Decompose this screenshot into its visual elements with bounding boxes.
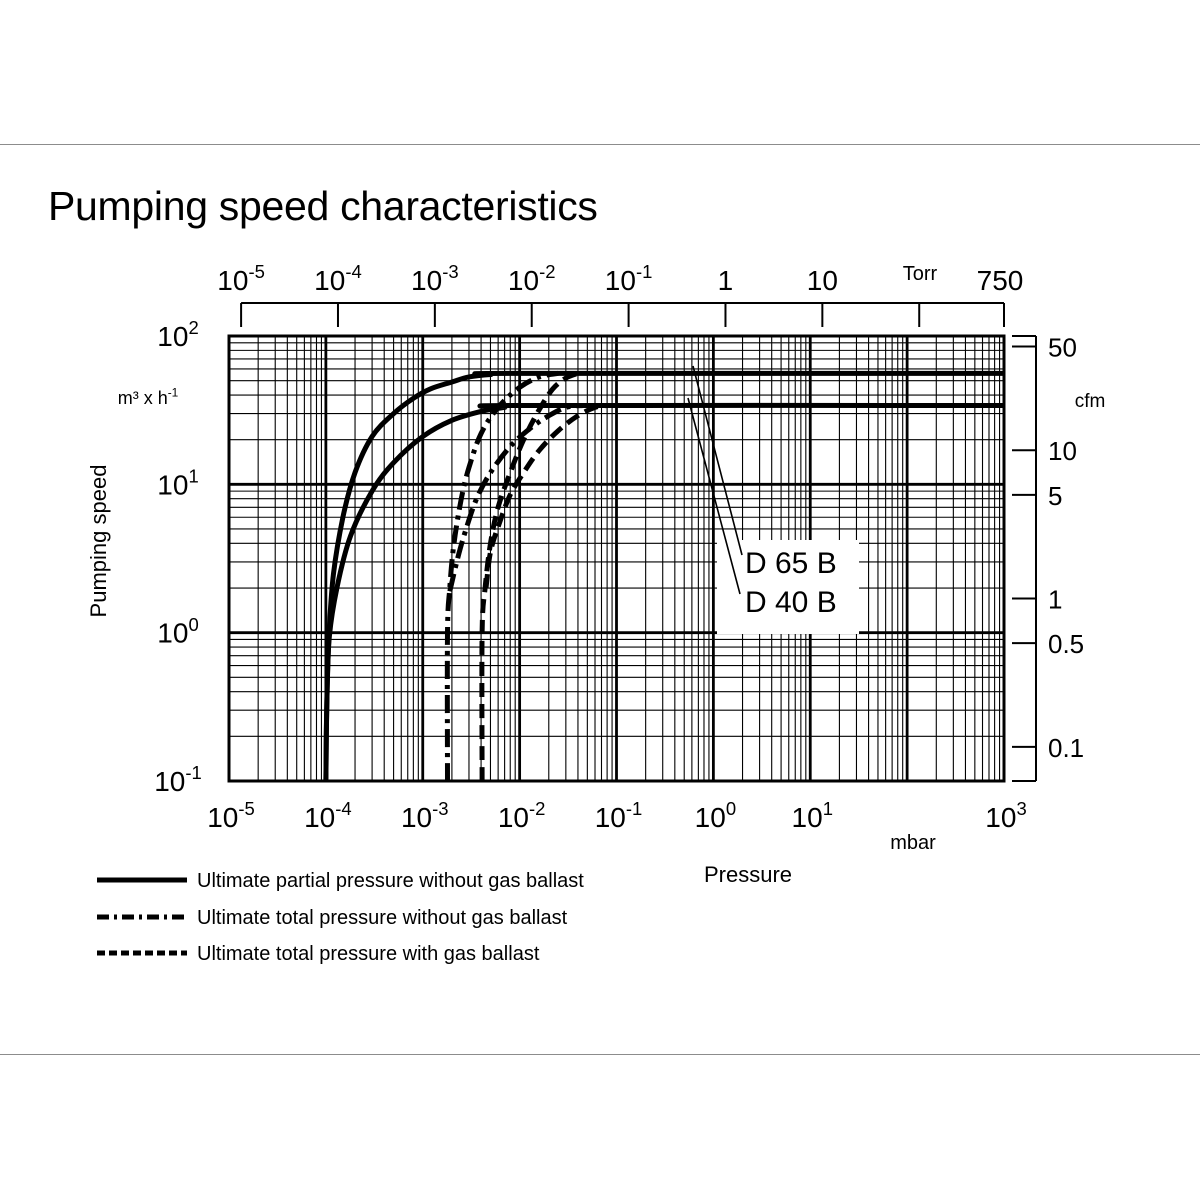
y-tick-label: 100 [157, 614, 198, 649]
y-tick-label: 10-1 [154, 762, 202, 797]
x-tick-label-base: 10 [401, 802, 432, 833]
legend-label: Ultimate total pressure without gas ball… [197, 907, 568, 929]
torr-tick-label: 10 [807, 265, 838, 296]
y-axis-unit-exp: -1 [168, 385, 179, 399]
plot-frame [227, 334, 1006, 783]
x-tick-label-base: 10 [695, 802, 726, 833]
torr-tick-label-exp: -5 [248, 261, 264, 282]
series-solid-d-40-b [323, 402, 1005, 782]
y-tick-label-exp: -1 [185, 762, 201, 783]
torr-unit-label: Torr [903, 263, 938, 285]
axes-frame [227, 334, 1006, 783]
cfm-tick-label: 0.5 [1048, 629, 1084, 659]
x-tick-label-base: 10 [498, 802, 529, 833]
y-tick-label-exp: 2 [188, 317, 198, 338]
series-solid-d-65-b [323, 370, 1005, 782]
cfm-unit-label: cfm [1075, 391, 1106, 412]
x-axis-unit: mbar [890, 832, 936, 854]
x-tick-label-base: 10 [595, 802, 626, 833]
y-tick-label-base: 10 [157, 321, 188, 352]
x-tick-label-base: 10 [792, 802, 823, 833]
cfm-tick-label: 50 [1048, 333, 1077, 363]
torr-tick-label-base: 10 [807, 265, 838, 296]
y-tick-label-base: 10 [157, 618, 188, 649]
x-tick-label: 10-2 [498, 798, 546, 833]
cfm-axis: 50 10 5 1 0.5 0.1 cfm [1012, 333, 1106, 782]
x-tick-label-exp: -2 [529, 798, 545, 819]
x-tick-label-base: 10 [207, 802, 238, 833]
series-dashed-d-40-b [483, 403, 608, 589]
x-tick-label-exp: 1 [823, 798, 833, 819]
x-tick-label: 10-5 [207, 798, 255, 833]
torr-tick-label-exp: -3 [442, 261, 458, 282]
page-title: Pumping speed characteristics [48, 183, 598, 229]
torr-tick-label-base: 10 [605, 265, 636, 296]
series-dashdot-d-65-b [444, 370, 559, 782]
x-axis-label: Pressure [704, 862, 792, 887]
series-dashed-d-65-b [479, 371, 579, 782]
x-tick-label-exp: -5 [238, 798, 254, 819]
torr-tick-label: 10-4 [314, 261, 362, 296]
curve-annotations: D 65 B D 40 B [687, 365, 859, 634]
legend-label: Ultimate partial pressure without gas ba… [197, 870, 584, 892]
torr-tick-label-base: 1 [718, 265, 734, 296]
torr-tick-label: 10-5 [217, 261, 265, 296]
legend: Ultimate partial pressure without gas ba… [97, 870, 584, 965]
x-tick-label: 101 [792, 798, 833, 833]
axis-labels: 10-5 10-4 10-3 10-2 10-1 100 101 10310210110010… [86, 317, 1027, 887]
cfm-tick-label: 5 [1048, 481, 1062, 511]
y-tick-label-exp: 1 [188, 466, 198, 487]
torr-tick-label-exp: -2 [539, 261, 555, 282]
x-tick-label: 100 [695, 798, 736, 833]
y-axis-unit: m³ x h-1 [118, 385, 179, 408]
torr-tick-label: 1 [718, 265, 734, 296]
leader-line-d65b [692, 365, 743, 556]
x-tick-label-exp: -1 [626, 798, 642, 819]
x-tick-label: 10-1 [595, 798, 643, 833]
torr-tick-label-exp: -1 [636, 261, 652, 282]
y-axis-unit-base: m³ x h [118, 388, 168, 408]
series-layer [323, 370, 1005, 782]
y-tick-label-base: 10 [154, 766, 185, 797]
torr-tick-label-base: 10 [508, 265, 539, 296]
cfm-tick-label: 1 [1048, 585, 1062, 615]
torr-tick-label: 750 [977, 265, 1024, 296]
leader-line-d40b [687, 397, 741, 595]
torr-tick-label: 10-1 [605, 261, 653, 296]
cfm-tick-label: 10 [1048, 436, 1077, 466]
torr-tick-label-base: 750 [977, 265, 1024, 296]
torr-tick-label-base: 10 [411, 265, 442, 296]
annotation-box [717, 540, 859, 634]
bottom-divider [0, 1054, 1200, 1055]
torr-tick-label: 10-3 [411, 261, 459, 296]
top-divider [0, 144, 1200, 145]
y-tick-label-base: 10 [157, 469, 188, 500]
x-tick-label-exp: -3 [432, 798, 448, 819]
y-tick-label: 102 [157, 317, 198, 352]
series-dashdot-d-40-b [447, 403, 584, 592]
x-tick-label: 103 [985, 798, 1026, 833]
curve-label-d40b: D 40 B [745, 586, 837, 619]
curve-label-d65b: D 65 B [745, 547, 837, 580]
torr-tick-label-exp: -4 [345, 261, 361, 282]
torr-tick-label: 10-2 [508, 261, 556, 296]
x-tick-label-exp: 0 [726, 798, 736, 819]
x-tick-label-exp: 3 [1016, 798, 1026, 819]
torr-tick-label-base: 10 [314, 265, 345, 296]
x-tick-label-base: 10 [304, 802, 335, 833]
x-tick-label-exp: -4 [335, 798, 351, 819]
y-axis-label: Pumping speed [86, 465, 111, 618]
x-tick-label-base: 10 [985, 802, 1016, 833]
cfm-tick-label: 0.1 [1048, 733, 1084, 763]
x-tick-label: 10-3 [401, 798, 449, 833]
legend-label: Ultimate total pressure with gas ballast [197, 943, 540, 965]
y-tick-label-exp: 0 [188, 614, 198, 635]
torr-tick-label-base: 10 [217, 265, 248, 296]
y-tick-label: 101 [157, 466, 198, 501]
x-tick-label: 10-4 [304, 798, 352, 833]
